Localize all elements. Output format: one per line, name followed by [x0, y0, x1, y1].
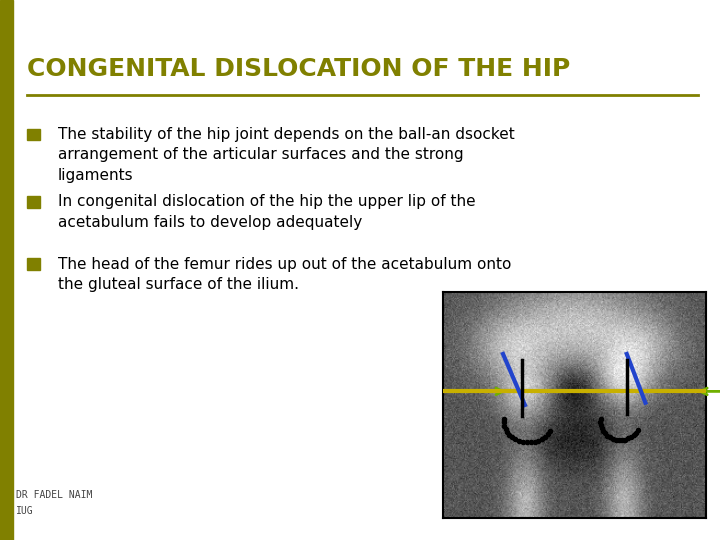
- Text: The head of the femur rides up out of the acetabulum onto
the gluteal surface of: The head of the femur rides up out of th…: [58, 256, 511, 292]
- Bar: [0, 0, 13, 540]
- Text: In congenital dislocation of the hip the upper lip of the
acetabulum fails to de: In congenital dislocation of the hip the…: [58, 194, 475, 230]
- Bar: [27, 258, 40, 270]
- Bar: [27, 129, 40, 140]
- Bar: [27, 196, 40, 208]
- Text: IUG: IUG: [16, 505, 33, 516]
- Text: CONGENITAL DISLOCATION OF THE HIP: CONGENITAL DISLOCATION OF THE HIP: [27, 57, 571, 80]
- Text: The stability of the hip joint depends on the ball-an dsocket
arrangement of the: The stability of the hip joint depends o…: [58, 127, 514, 183]
- Text: DR FADEL NAIM: DR FADEL NAIM: [16, 489, 92, 500]
